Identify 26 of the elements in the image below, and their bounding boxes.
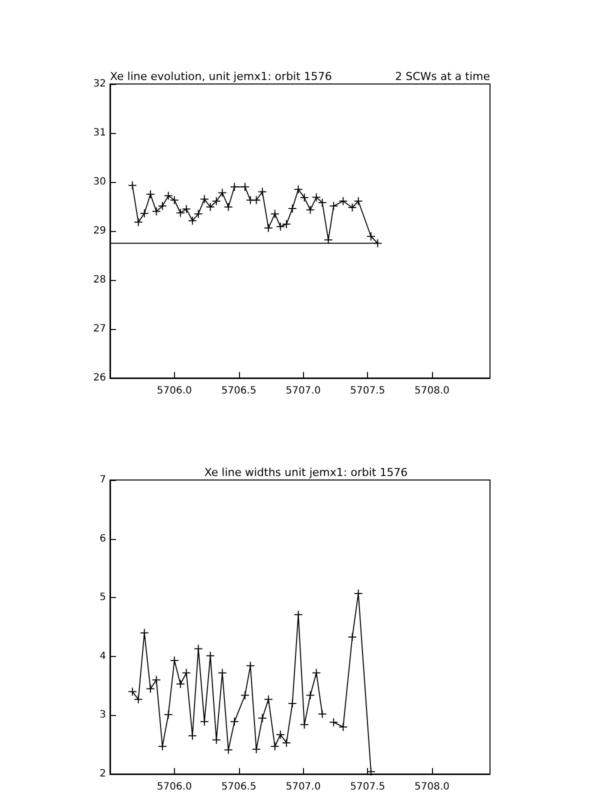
y-tick-label: 28 [93,274,106,286]
x-tick-label: 5708.0 [414,782,450,792]
x-tick-label: 5706.5 [221,782,256,792]
y-tick-label: 7 [100,474,106,486]
x-tick-label: 5708.0 [414,386,450,396]
y-tick-label: 26 [93,372,106,384]
y-tick-label: 29 [93,226,106,236]
y-tick-label: 27 [93,324,106,334]
x-tick-label: 5707.5 [350,386,386,396]
y-tick-label: 5 [100,592,106,604]
chart-title: Xe line widths unit jemx1: orbit 1576 [204,466,408,479]
x-tick-label: 5707.0 [286,782,321,792]
y-tick-label: 2 [100,768,106,780]
x-tick-label: 5707.5 [350,782,386,792]
y-tick-label: 4 [100,650,106,662]
x-tick-label: 5706.0 [156,782,192,792]
x-tick-label: 5706.5 [221,386,256,396]
y-tick-label: 30 [93,176,106,188]
x-tick-label: 5707.0 [286,386,321,396]
y-tick-label: 6 [100,533,106,544]
x-tick-label: 5706.0 [156,386,192,396]
y-tick-label: 31 [93,128,106,138]
chart-title: Xe line evolution, unit jemx1: orbit 1576 [110,70,332,83]
y-tick-label: 3 [100,710,106,721]
y-tick-label: 32 [93,78,106,90]
chart-subtitle: 2 SCWs at a time [395,70,490,83]
